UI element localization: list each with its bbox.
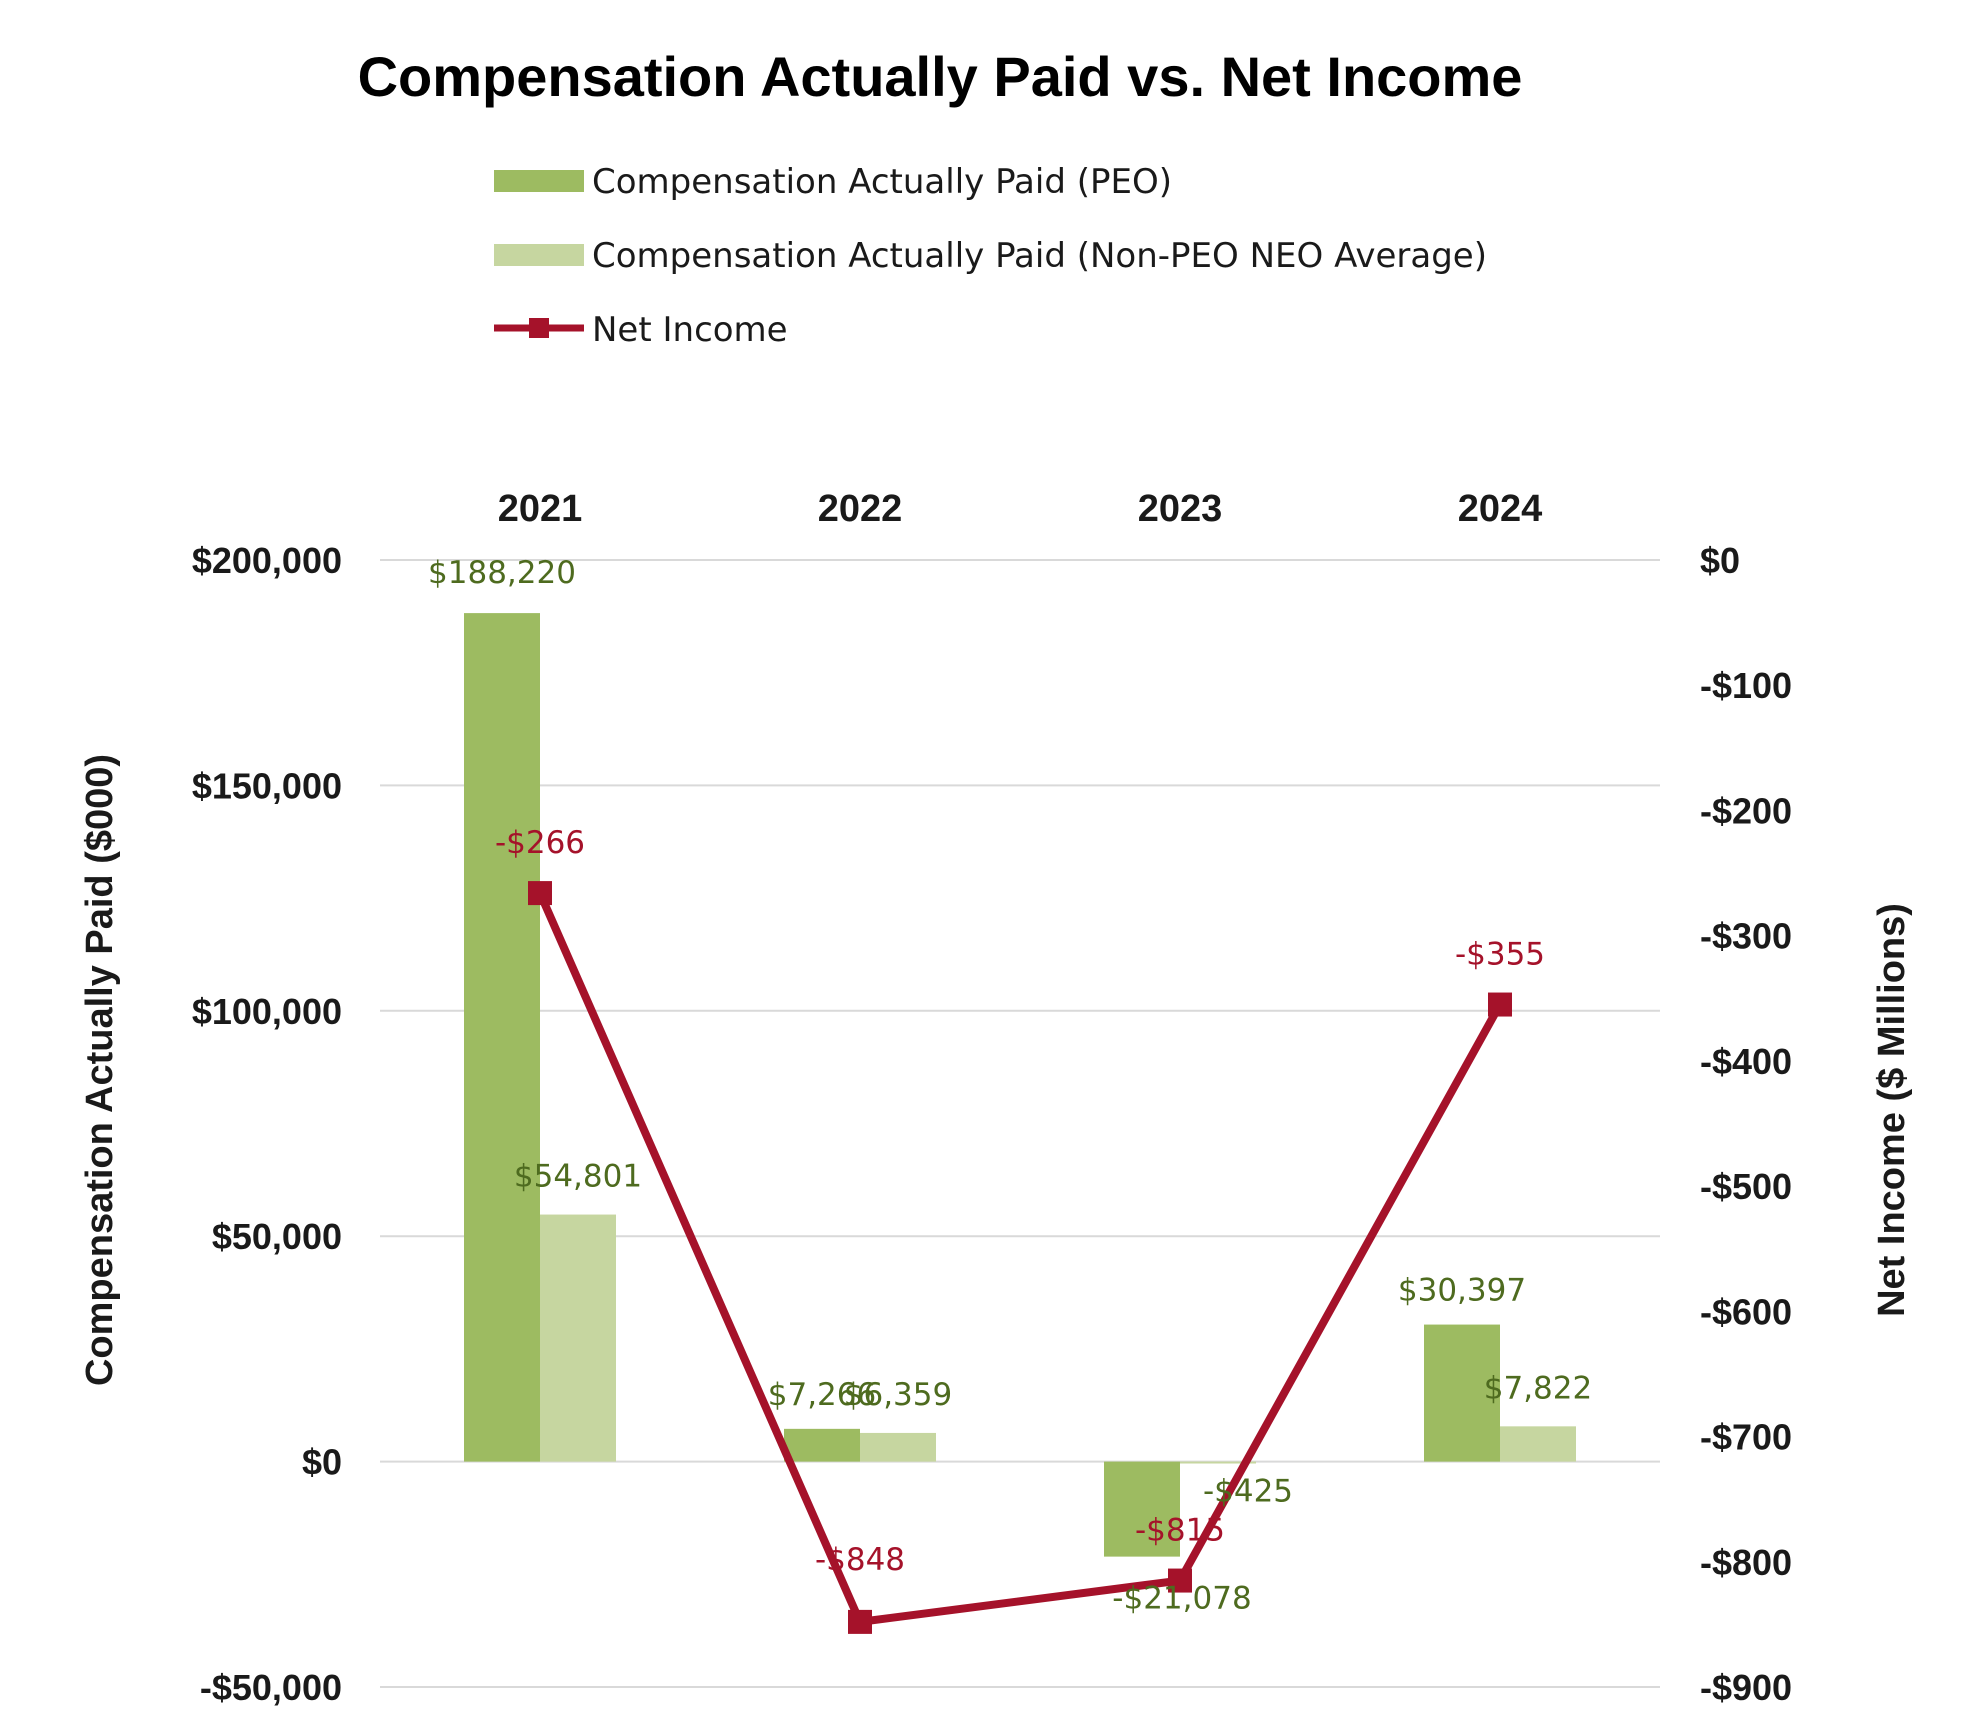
- right-axis-title: Net Income ($ Millions): [1871, 903, 1913, 1317]
- bar-non-peo-2023: [1180, 1461, 1256, 1464]
- bar-peo-2021: [464, 613, 540, 1462]
- data-label-net-income-2024: -$355: [1455, 937, 1545, 973]
- data-label-non-peo-2021: $54,801: [514, 1159, 642, 1195]
- category-label-2022: 2022: [818, 488, 903, 530]
- right-tick-label: -$800: [1700, 1542, 1792, 1583]
- data-label-net-income-2021: -$266: [495, 825, 585, 861]
- bar-non-peo-2022: [860, 1432, 936, 1462]
- data-label-net-income-2022: -$848: [815, 1542, 905, 1578]
- legend-swatch-peo: [494, 170, 584, 192]
- net-income-polyline: [536, 891, 1504, 1626]
- bar-non-peo-2024: [1500, 1426, 1576, 1462]
- bar-peo-2022: [784, 1428, 860, 1462]
- data-label-non-peo-2024: $7,822: [1484, 1370, 1592, 1406]
- left-tick-label: $100,000: [192, 991, 342, 1032]
- left-axis: $200,000 $150,000 $100,000 $50,000 $0 -$50,00…: [192, 540, 342, 1708]
- right-tick-label: -$300: [1700, 916, 1792, 957]
- data-label-peo-2022: $7,266: [768, 1377, 876, 1413]
- right-tick-label: $0: [1700, 540, 1740, 581]
- category-label-2024: 2024: [1458, 488, 1543, 530]
- net-income-marker-2022: [848, 1609, 872, 1634]
- data-label-peo-2023: -$21,078: [1112, 1581, 1251, 1617]
- chart-title: Compensation Actually Paid vs. Net Incom…: [358, 45, 1523, 108]
- right-tick-label: -$500: [1700, 1166, 1792, 1207]
- bar-peo-2024: [1424, 1324, 1500, 1462]
- left-tick-label: $0: [302, 1442, 342, 1483]
- right-tick-label: -$400: [1700, 1041, 1792, 1082]
- category-label-2023: 2023: [1138, 488, 1223, 530]
- right-tick-label: -$200: [1700, 790, 1792, 831]
- net-income-marker-2024: [1488, 992, 1512, 1017]
- left-tick-label: -$50,000: [200, 1667, 342, 1708]
- right-tick-label: -$100: [1700, 665, 1792, 706]
- net-income-line: [528, 881, 1512, 1634]
- bars: [464, 613, 1576, 1557]
- right-tick-label: -$600: [1700, 1291, 1792, 1332]
- gridlines: [380, 559, 1660, 1688]
- category-axis: 2021 2022 2023 2024: [498, 488, 1543, 530]
- data-label-non-peo-2022: $6,359: [844, 1377, 952, 1413]
- left-tick-label: $50,000: [212, 1216, 342, 1257]
- net-income-marker-2021: [528, 881, 552, 906]
- legend-label-net-income: Net Income: [592, 310, 788, 350]
- data-label-peo-2024: $30,397: [1398, 1273, 1526, 1309]
- data-label-net-income-2023: -$815: [1135, 1513, 1225, 1549]
- category-label-2021: 2021: [498, 488, 583, 530]
- bar-non-peo-2021: [540, 1214, 616, 1462]
- right-axis: $0 -$100 -$200 -$300 -$400 -$500 -$600 -$700 -$8…: [1700, 540, 1792, 1708]
- net-income-marker-2023: [1168, 1568, 1192, 1593]
- legend-swatch-non-peo: [494, 244, 584, 266]
- data-label-peo-2021: $188,220: [428, 555, 576, 591]
- legend-label-peo: Compensation Actually Paid (PEO): [592, 162, 1172, 202]
- left-tick-label: $150,000: [192, 765, 342, 806]
- left-axis-title: Compensation Actually Paid ($000): [79, 754, 121, 1386]
- right-tick-label: -$700: [1700, 1417, 1792, 1458]
- data-labels: $188,220 $7,266 -$21,078 $30,397 $54,801 $6,3…: [428, 555, 1592, 1617]
- left-tick-label: $200,000: [192, 540, 342, 581]
- data-label-non-peo-2023: -$425: [1203, 1474, 1293, 1510]
- legend-label-non-peo: Compensation Actually Paid (Non-PEO NEO …: [592, 236, 1487, 276]
- right-tick-label: -$900: [1700, 1667, 1792, 1708]
- legend: Compensation Actually Paid (PEO) Compens…: [494, 162, 1487, 350]
- legend-marker-net-income: [529, 318, 549, 338]
- bar-peo-2023: [1104, 1461, 1180, 1557]
